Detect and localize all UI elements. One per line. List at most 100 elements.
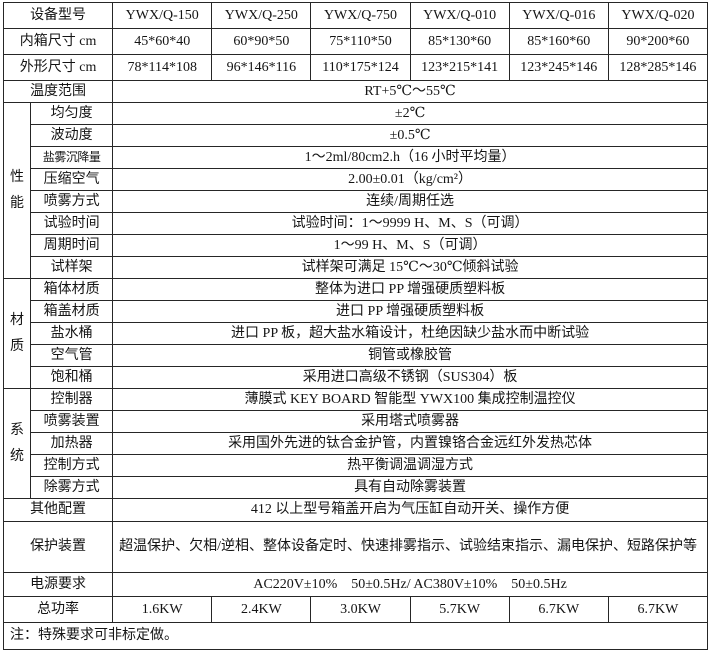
row-label: 喷雾方式	[30, 190, 114, 213]
spec-row: 喷雾装置 采用塔式喷雾器	[4, 410, 708, 433]
spec-row: 喷雾方式 连续/周期任选	[4, 190, 708, 213]
spec-row: 系统 控制器 薄膜式 KEY BOARD 智能型 YWX100 集成控制温控仪	[2, 388, 708, 499]
size-cell: 123*215*141	[409, 54, 510, 81]
size-cell: 96*146*116	[211, 54, 312, 81]
row-label: 加热器	[30, 432, 114, 455]
spec-row: 盐水桶 进口 PP 板，超大盐水箱设计，杜绝因缺少盐水而中断试验	[4, 322, 708, 345]
value-cell: RT+5℃～55℃	[112, 80, 708, 103]
row-label-inner-size: 内箱尺寸 cm	[2, 28, 114, 55]
row-label: 控制方式	[30, 454, 114, 477]
note-row: 注：特殊要求可非标定做。	[3, 622, 708, 650]
value-cell: 1～2ml/80cm2.h（16 小时平均量）	[112, 146, 708, 169]
row-label: 除雾方式	[30, 476, 114, 499]
group-label-material: 材质	[2, 278, 32, 389]
value-cell: 采用进口高级不锈钢（SUS304）板	[112, 366, 708, 389]
row-label: 盐雾沉降量	[30, 146, 114, 169]
note-text: 注：特殊要求可非标定做。	[3, 622, 708, 650]
power-cell: 5.7KW	[409, 596, 510, 623]
size-cell: 85*160*60	[508, 28, 609, 55]
value-cell: 进口 PP 板，超大盐水箱设计，杜绝因缺少盐水而中断试验	[112, 322, 708, 345]
value-cell: 具有自动除雾装置	[112, 476, 708, 499]
spec-row: 周期时间 1～99 H、M、S（可调）	[4, 234, 708, 257]
value-cell: 连续/周期任选	[112, 190, 708, 213]
model-cell: YWX/Q-150	[112, 2, 213, 29]
inner-size-row: 内箱尺寸 cm 45*60*40 60*90*50 75*110*50 85*1…	[2, 28, 709, 55]
size-cell: 60*90*50	[211, 28, 312, 55]
size-cell: 110*175*124	[310, 54, 411, 81]
row-label: 饱和桶	[30, 366, 114, 389]
total-power-row: 总功率 1.6KW 2.4KW 3.0KW 5.7KW 6.7KW 6.7KW	[2, 596, 709, 623]
spec-row: 材质 箱体材质 整体为进口 PP 增强硬质塑料板	[2, 278, 708, 389]
temp-range-row: 温度范围 RT+5℃～55℃	[2, 80, 708, 103]
value-cell: 薄膜式 KEY BOARD 智能型 YWX100 集成控制温控仪	[112, 388, 708, 411]
protection-row: 保护装置 超温保护、欠相/逆相、整体设备定时、快速排雾指示、试验结束指示、漏电保…	[2, 521, 708, 573]
row-label: 箱体材质	[30, 278, 114, 301]
value-cell: 412 以上型号箱盖开启为气压缸自动开关、操作方便	[112, 498, 708, 522]
value-cell: ±0.5℃	[112, 124, 708, 147]
size-cell: 90*200*60	[607, 28, 709, 55]
spec-row: 空气管 铜管或橡胶管	[4, 344, 708, 367]
value-cell: 试验时间：1～9999 H、M、S（可调）	[112, 212, 708, 235]
row-label: 喷雾装置	[30, 410, 114, 433]
row-label: 盐水桶	[30, 322, 114, 345]
row-label-power-req: 电源要求	[2, 572, 114, 597]
row-label: 压缩空气	[30, 168, 114, 191]
size-cell: 75*110*50	[310, 28, 411, 55]
value-cell: ±2℃	[112, 102, 708, 125]
model-cell: YWX/Q-020	[607, 2, 709, 29]
value-cell: 整体为进口 PP 增强硬质塑料板	[112, 278, 708, 301]
group-label-system: 系统	[2, 388, 32, 499]
row-label-temp-range: 温度范围	[2, 80, 114, 103]
row-label-total-power: 总功率	[2, 596, 114, 623]
value-cell: 1～99 H、M、S（可调）	[112, 234, 708, 257]
power-cell: 6.7KW	[508, 596, 609, 623]
spec-row: 压缩空气 2.00±0.01（kg/cm²）	[4, 168, 708, 191]
spec-row: 试样架 试样架可满足 15℃～30℃倾斜试验	[4, 256, 708, 279]
spec-row: 性能 均匀度 ±2℃	[2, 102, 708, 279]
spec-row: 盐雾沉降量 1～2ml/80cm2.h（16 小时平均量）	[4, 146, 708, 169]
row-label: 控制器	[30, 388, 114, 411]
row-label: 周期时间	[30, 234, 114, 257]
power-cell: 1.6KW	[112, 596, 213, 623]
size-cell: 128*285*146	[607, 54, 709, 81]
value-cell: 采用塔式喷雾器	[112, 410, 708, 433]
value-cell: 进口 PP 增强硬质塑料板	[112, 300, 708, 323]
model-cell: YWX/Q-750	[310, 2, 411, 29]
size-cell: 78*114*108	[112, 54, 213, 81]
value-cell: 2.00±0.01（kg/cm²）	[112, 168, 708, 191]
spec-row: 试验时间 试验时间：1～9999 H、M、S（可调）	[4, 212, 708, 235]
row-label: 试验时间	[30, 212, 114, 235]
row-label-model: 设备型号	[2, 2, 114, 29]
spec-row: 控制方式 热平衡调温调湿方式	[4, 454, 708, 477]
size-cell: 123*245*146	[508, 54, 609, 81]
spec-row: 除雾方式 具有自动除雾装置	[4, 476, 708, 499]
power-cell: 6.7KW	[607, 596, 709, 623]
value-cell: 超温保护、欠相/逆相、整体设备定时、快速排雾指示、试验结束指示、漏电保护、短路保…	[112, 521, 708, 573]
value-cell: AC220V±10% 50±0.5Hz/ AC380V±10% 50±0.5Hz	[112, 572, 708, 597]
spec-row: 加热器 采用国外先进的钛合金护管，内置镍铬合金远红外发热芯体	[4, 432, 708, 455]
size-cell: 45*60*40	[112, 28, 213, 55]
row-label-outer-size: 外形尺寸 cm	[2, 54, 114, 81]
row-label: 箱盖材质	[30, 300, 114, 323]
size-cell: 85*130*60	[409, 28, 510, 55]
row-label: 波动度	[30, 124, 114, 147]
model-cell: YWX/Q-016	[508, 2, 609, 29]
outer-size-row: 外形尺寸 cm 78*114*108 96*146*116 110*175*12…	[2, 54, 709, 81]
row-label-protection: 保护装置	[2, 521, 114, 573]
power-cell: 3.0KW	[310, 596, 411, 623]
model-cell: YWX/Q-250	[211, 2, 312, 29]
power-req-row: 电源要求 AC220V±10% 50±0.5Hz/ AC380V±10% 50±…	[2, 572, 708, 597]
row-label-other-config: 其他配置	[2, 498, 114, 522]
spec-row: 箱盖材质 进口 PP 增强硬质塑料板	[4, 300, 708, 323]
value-cell: 热平衡调温调湿方式	[112, 454, 708, 477]
value-cell: 铜管或橡胶管	[112, 344, 708, 367]
power-cell: 2.4KW	[211, 596, 312, 623]
spec-row: 波动度 ±0.5℃	[4, 124, 708, 147]
model-row: 设备型号 YWX/Q-150 YWX/Q-250 YWX/Q-750 YWX/Q…	[2, 2, 709, 29]
row-label: 试样架	[30, 256, 114, 279]
row-label: 空气管	[30, 344, 114, 367]
model-cell: YWX/Q-010	[409, 2, 510, 29]
value-cell: 采用国外先进的钛合金护管，内置镍铬合金远红外发热芯体	[112, 432, 708, 455]
